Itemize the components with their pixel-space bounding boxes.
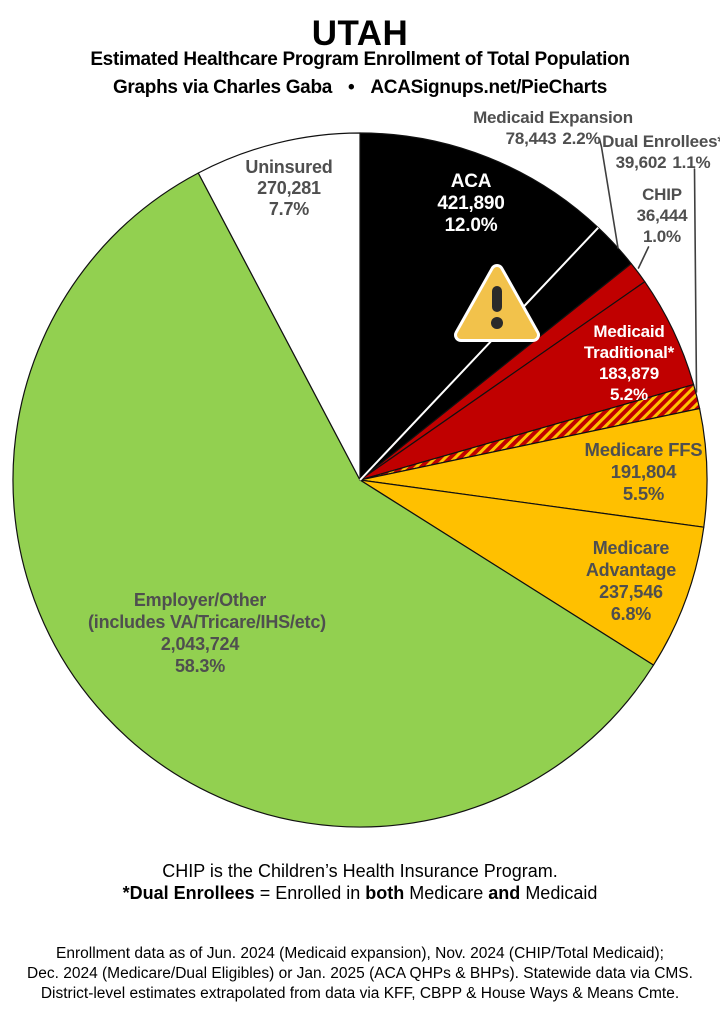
pie-slices — [12, 132, 708, 828]
slice-value: 421,890 — [437, 193, 505, 214]
slice-percent: 1.1% — [672, 153, 711, 172]
pie-slice-employer-other — [12, 172, 655, 828]
slice-value: 191,804 — [610, 461, 677, 482]
byline-author: Graphs via Charles Gaba — [112, 77, 333, 98]
slice-name: Medicaid Expansion — [473, 108, 633, 127]
dual-enrollees-note: *Dual Enrollees = Enrolled in both Medic… — [122, 883, 598, 903]
slice-percent: 2.2% — [562, 129, 601, 148]
data-source-note: Enrollment data as of Jun. 2024 (Medicai… — [0, 944, 720, 1004]
bullet-separator-icon: • — [348, 77, 355, 98]
byline: Graphs via Charles Gaba • ACASignups.net… — [0, 77, 720, 99]
slice-percent: 5.5% — [622, 483, 665, 504]
source-line-2: Dec. 2024 (Medicare/Dual Eligibles) or J… — [27, 965, 693, 982]
slice-percent: 5.2% — [610, 385, 648, 404]
leader-line-dual-enrollees — [693, 168, 698, 393]
source-line-1: Enrollment data as of Jun. 2024 (Medicai… — [56, 945, 664, 962]
leader-line-medicaid-expansion — [598, 138, 619, 249]
slice-value: 78,443 — [505, 129, 557, 148]
page-title: UTAH — [311, 14, 409, 53]
source-line-3: District-level estimates extrapolated fr… — [40, 985, 680, 1002]
pie-slice-uninsured — [197, 132, 361, 481]
slice-value: 2,043,724 — [160, 634, 240, 654]
slice-separator-white — [359, 227, 599, 481]
slice-value: 39,602 — [615, 153, 667, 172]
leader-line-chip — [637, 246, 650, 269]
slice-percent: 12.0% — [444, 215, 498, 236]
slice-name: Employer/Other — [133, 590, 267, 610]
slice-value: 36,444 — [636, 206, 688, 225]
slice-name: ACA — [450, 171, 492, 192]
slice-name: Uninsured — [245, 157, 333, 177]
slice-value: 183,879 — [598, 364, 660, 383]
slice-label-medicaid-expansion: Medicaid Expansion 78,443 2.2% — [458, 107, 648, 149]
slice-name: Medicaid Traditional* — [583, 322, 675, 362]
slice-percent: 1.0% — [643, 227, 681, 246]
slice-name: Dual Enrollees* — [602, 132, 720, 151]
slice-percent: 58.3% — [174, 656, 226, 676]
slice-label-employer-other: Employer/Other (includes VA/Tricare/IHS/… — [88, 589, 326, 677]
slice-name: CHIP — [642, 185, 682, 204]
slice-label-medicare-ffs: Medicare FFS 191,804 5.5% — [571, 439, 716, 505]
pie-slice-medicare-advantage — [359, 479, 705, 666]
slice-percent: 6.8% — [610, 604, 652, 624]
page-subtitle: Estimated Healthcare Program Enrollment … — [90, 49, 630, 70]
slice-name: Medicare FFS — [584, 439, 703, 460]
note-term: *Dual Enrollees — [122, 883, 255, 903]
slice-label-medicaid-traditional: Medicaid Traditional* 183,879 5.2% — [566, 321, 692, 405]
slice-label-aca: ACA 421,890 12.0% — [411, 171, 531, 237]
chip-definition-note: CHIP is the Children’s Health Insurance … — [162, 861, 558, 881]
warning-triangle-icon — [454, 264, 540, 342]
slice-name: Medicare Advantage — [585, 538, 677, 580]
byline-site: ACASignups.net/PieCharts — [370, 77, 608, 98]
slice-value: 270,281 — [257, 178, 321, 198]
slice-percent: 7.7% — [268, 199, 310, 219]
slice-label-medicare-advantage: Medicare Advantage 237,546 6.8% — [570, 537, 692, 625]
slice-label-dual-enrollees: Dual Enrollees* 39,602 1.1% — [588, 131, 720, 173]
slice-label-chip: CHIP 36,444 1.0% — [612, 184, 712, 247]
slice-value: 237,546 — [599, 582, 663, 602]
slice-label-uninsured: Uninsured 270,281 7.7% — [219, 157, 359, 220]
slice-sublabel: (includes VA/Tricare/IHS/etc) — [88, 612, 326, 632]
